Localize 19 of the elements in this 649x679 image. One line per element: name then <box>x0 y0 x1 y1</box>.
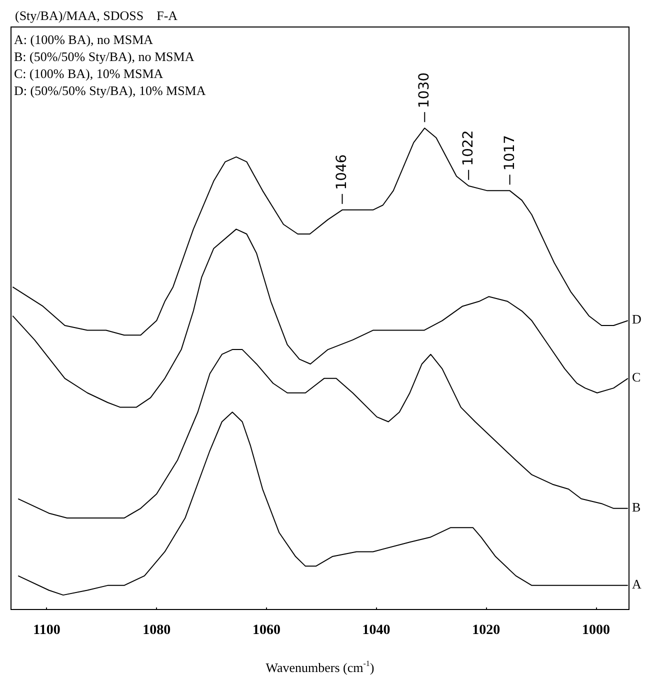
x-tick-label: 1060 <box>252 623 280 638</box>
x-tick-label: 1080 <box>142 623 171 638</box>
series-label: D <box>632 312 642 327</box>
series-label: B <box>632 499 641 514</box>
annotation: 1030 <box>416 72 433 108</box>
x-tick-label: 1000 <box>582 623 610 638</box>
x-tick-label: 1100 <box>33 623 60 638</box>
annotation: 1022 <box>460 130 477 166</box>
annotation: 1017 <box>502 135 518 171</box>
x-tick-label: 1040 <box>362 623 390 638</box>
annotation: 1046 <box>334 154 350 190</box>
chart-title: (Sty/BA)/MAA, SDOSS F-A <box>15 8 178 23</box>
text: A: (100% BA), no MSMA <box>14 32 154 47</box>
text: B: (50%/50% Sty/BA), no MSMA <box>14 49 195 64</box>
series-label: C <box>632 369 641 384</box>
series-label: A <box>632 576 642 592</box>
text: C: (100% BA), 10% MSMA <box>14 66 164 81</box>
text: D: (50%/50% Sty/BA), 10% MSMA <box>14 83 206 98</box>
x-tick-label: 1020 <box>472 623 500 638</box>
